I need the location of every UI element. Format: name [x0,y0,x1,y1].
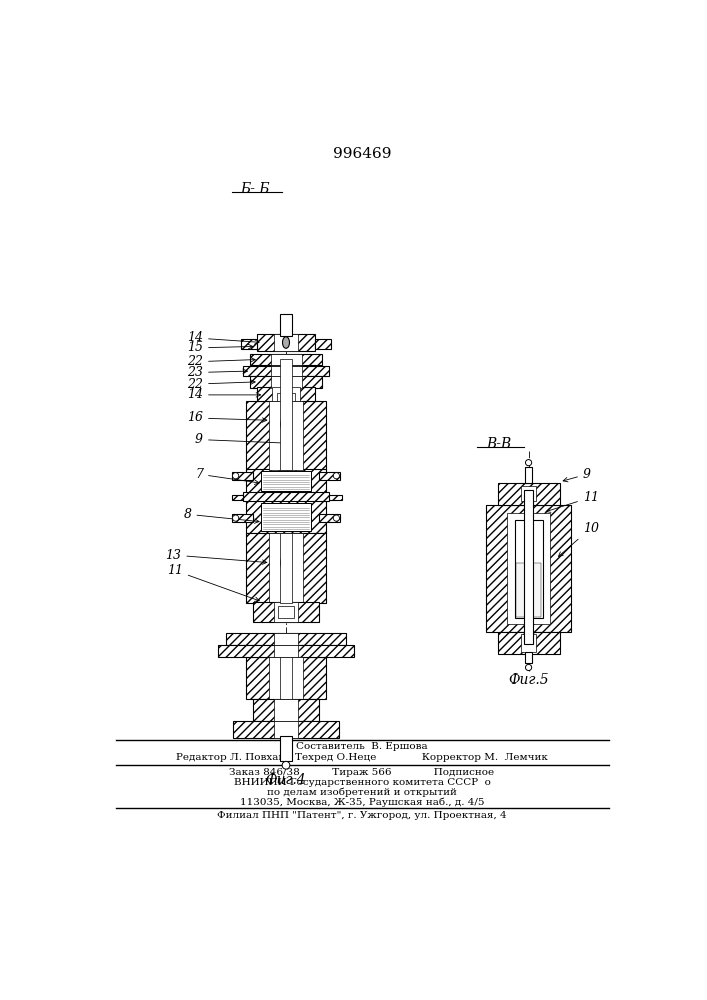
Bar [486,505,571,632]
Bar [246,533,327,603]
Circle shape [233,473,239,479]
Bar [274,721,298,738]
Text: 11: 11 [167,564,259,601]
Bar [232,495,341,500]
Text: 22: 22 [187,378,255,391]
Bar [274,633,298,645]
Bar [498,632,559,654]
Circle shape [525,664,532,671]
Bar [521,486,537,501]
Circle shape [233,515,239,521]
Bar [257,387,315,401]
Bar [280,359,292,470]
Text: Филиал ПНП "Патент", г. Ужгород, ул. Проектная, 4: Филиал ПНП "Патент", г. Ужгород, ул. Про… [217,811,507,820]
Bar [280,533,292,603]
Bar [315,339,331,349]
Text: Редактор Л. Повхан   Техред О.Неце              Корректор М.  Лемчик: Редактор Л. Повхан Техред О.Неце Коррект… [176,753,548,762]
Text: 23: 23 [187,366,247,379]
Bar [319,472,340,480]
Bar [280,736,292,761]
Bar [253,699,319,721]
Text: Б- Б: Б- Б [240,182,270,196]
Bar [524,490,533,644]
Text: В-В: В-В [486,437,512,451]
Bar [515,520,542,618]
Text: 9: 9 [563,468,591,482]
Text: 13: 13 [165,549,267,564]
Ellipse shape [281,554,291,571]
Text: 16: 16 [187,411,267,424]
Bar [271,366,301,376]
Text: 996469: 996469 [333,147,391,161]
Bar [319,514,340,522]
Bar [507,513,550,624]
Text: Фиг.4: Фиг.4 [266,773,306,787]
Bar [250,376,322,388]
Bar [257,334,315,351]
Ellipse shape [283,337,289,348]
Text: 22: 22 [187,355,255,368]
Bar [521,634,537,652]
Bar [269,657,303,699]
Bar [280,314,292,336]
Bar [271,376,301,388]
Bar [232,514,253,522]
Bar [233,721,339,738]
Bar [525,466,532,483]
Bar [232,472,253,480]
Circle shape [333,473,339,479]
Text: 11: 11 [546,491,599,512]
Text: 7: 7 [195,468,259,484]
Text: Составитель  В. Ершова: Составитель В. Ершова [296,742,428,751]
Bar [498,483,559,505]
Bar [261,503,311,531]
Bar [271,354,301,365]
Text: по делам изобретений и открытий: по делам изобретений и открытий [267,788,457,797]
Text: 10: 10 [559,522,599,556]
Text: ВНИИПИ Государственного комитета СССР  о: ВНИИПИ Государственного комитета СССР о [233,778,491,787]
Circle shape [525,460,532,466]
Bar [261,471,311,491]
Text: 8: 8 [183,508,259,523]
Bar [243,366,329,376]
Bar [279,606,293,618]
Bar [272,387,300,401]
Bar [516,563,541,617]
Bar [269,401,303,470]
Bar [218,645,354,657]
Bar [246,500,327,533]
Text: Заказ 846/38          Тираж 566             Подписное: Заказ 846/38 Тираж 566 Подписное [229,768,494,777]
Bar [269,533,303,603]
Text: 113035, Москва, Ж-35, Раушская наб., д. 4/5: 113035, Москва, Ж-35, Раушская наб., д. … [240,798,484,807]
Ellipse shape [281,416,291,433]
Circle shape [282,761,290,769]
Text: 14: 14 [187,388,261,401]
Bar [525,652,532,663]
Bar [274,645,298,657]
Bar [274,699,298,721]
Bar [253,602,319,622]
Text: 14: 14 [187,331,259,344]
Bar [243,492,329,501]
Bar [246,401,327,470]
Bar [274,602,298,622]
Text: Фиг.5: Фиг.5 [508,673,549,687]
Text: 15: 15 [187,341,253,354]
Bar [241,339,257,349]
Circle shape [333,515,339,521]
Bar [276,393,296,401]
Bar [274,334,298,351]
Bar [246,469,327,493]
Bar [280,657,292,699]
Bar [250,354,322,365]
Text: 9: 9 [195,433,290,446]
Bar [246,657,327,699]
Bar [226,633,346,645]
